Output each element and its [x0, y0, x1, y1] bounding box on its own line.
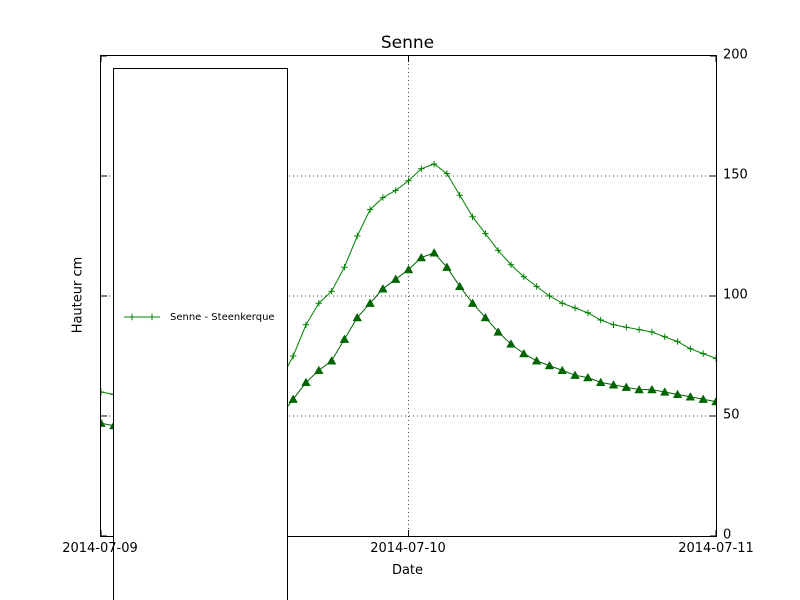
- plot-area: Senne - Steenkerque Senne - Steenkerque: [100, 55, 717, 600]
- y-tick-label: 150: [723, 167, 748, 183]
- legend: Senne - Steenkerque Senne - Steenkerque: [113, 68, 288, 600]
- x-tick-label: 2014-07-11: [678, 541, 754, 556]
- y-tick-label: 200: [723, 47, 748, 63]
- legend-item: Senne - Steenkerque: [122, 77, 275, 557]
- y-tick-label: 100: [723, 287, 748, 303]
- y-tick-label: 50: [723, 407, 740, 423]
- y-tick-label: 0: [723, 527, 732, 543]
- x-tick-label: 2014-07-09: [62, 541, 138, 556]
- plus-marker-icon: [124, 313, 160, 321]
- x-tick-label: 2014-07-10: [370, 541, 446, 556]
- chart-title: Senne: [380, 33, 435, 53]
- y-axis-label: Hauteur cm: [70, 256, 86, 334]
- legend-label: Senne - Steenkerque: [170, 311, 275, 323]
- x-axis-label: Date: [391, 563, 424, 578]
